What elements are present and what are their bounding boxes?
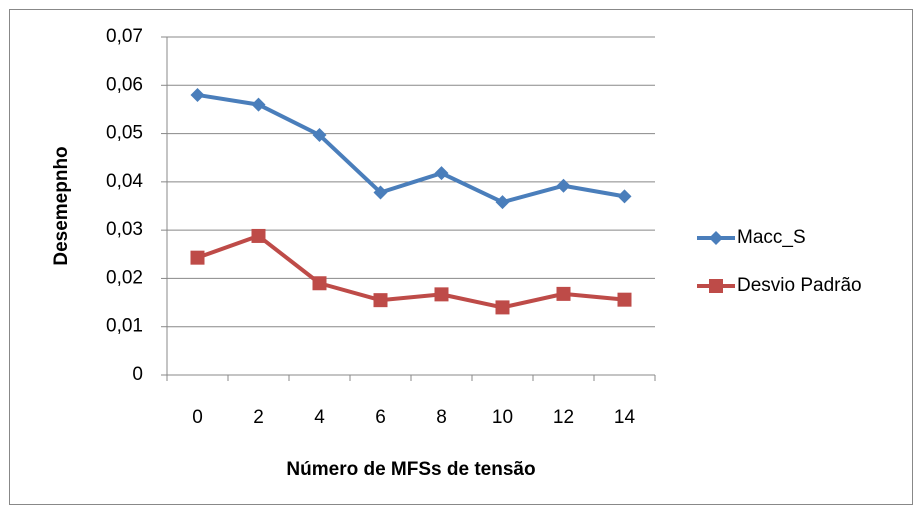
y-tick-label: 0 xyxy=(132,364,143,385)
y-tick-label: 0,05 xyxy=(106,123,143,144)
legend-label: Desvio Padrão xyxy=(737,275,862,296)
marker xyxy=(617,292,632,307)
x-tick-label: 12 xyxy=(553,407,574,428)
marker xyxy=(190,87,205,102)
y-tick-label: 0,02 xyxy=(106,267,143,288)
x-axis-title: Número de MFSs de tensão xyxy=(286,459,535,480)
marker xyxy=(709,231,723,245)
marker xyxy=(709,279,723,293)
marker xyxy=(312,276,327,291)
x-tick-label: 4 xyxy=(314,407,325,428)
y-tick-label: 0,04 xyxy=(106,171,143,192)
legend-label: Macc_S xyxy=(737,227,806,248)
y-tick-label: 0,06 xyxy=(106,74,143,95)
series-line xyxy=(196,233,625,310)
y-tick-label: 0,03 xyxy=(106,219,143,240)
y-tick-label: 0,07 xyxy=(106,26,143,47)
x-tick-label: 14 xyxy=(614,407,636,428)
marker xyxy=(434,166,449,181)
marker xyxy=(556,286,571,301)
marker xyxy=(434,287,449,302)
x-tick-label: 8 xyxy=(436,407,447,428)
marker xyxy=(312,128,327,143)
x-tick-label: 10 xyxy=(492,407,513,428)
marker xyxy=(251,97,266,112)
series-line xyxy=(197,92,625,205)
marker xyxy=(373,293,388,308)
marker xyxy=(617,189,632,204)
x-tick-label: 6 xyxy=(375,407,386,428)
marker xyxy=(251,228,266,243)
chart-border xyxy=(9,9,913,505)
marker xyxy=(373,185,388,200)
x-tick-label: 0 xyxy=(192,407,203,428)
marker xyxy=(556,178,571,193)
y-tick-label: 0,01 xyxy=(106,316,143,337)
x-tick-label: 2 xyxy=(253,407,264,428)
marker xyxy=(495,300,510,315)
marker xyxy=(495,195,510,210)
y-axis-title: Desemepnho xyxy=(51,146,72,265)
marker xyxy=(190,250,205,265)
